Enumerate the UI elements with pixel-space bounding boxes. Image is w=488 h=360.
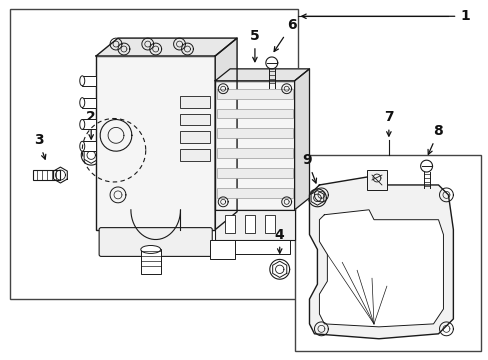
Bar <box>217 89 292 99</box>
Text: 5: 5 <box>249 29 259 62</box>
Bar <box>217 188 292 198</box>
Bar <box>210 239 235 260</box>
Ellipse shape <box>80 76 84 86</box>
Bar <box>180 131 210 143</box>
Bar <box>294 155 480 351</box>
Text: 8: 8 <box>427 124 443 154</box>
Bar <box>217 129 292 138</box>
Polygon shape <box>309 175 452 339</box>
Text: 1: 1 <box>301 9 469 23</box>
Bar <box>96 56 215 230</box>
Ellipse shape <box>80 120 84 129</box>
Polygon shape <box>319 210 443 327</box>
Bar <box>215 210 294 239</box>
Polygon shape <box>96 38 237 56</box>
Ellipse shape <box>80 141 84 151</box>
Bar <box>217 168 292 178</box>
Bar <box>220 239 289 255</box>
Text: 2: 2 <box>86 111 96 139</box>
Bar <box>82 76 96 86</box>
Text: 4: 4 <box>274 228 284 253</box>
Polygon shape <box>294 69 309 210</box>
Text: 9: 9 <box>302 153 316 183</box>
Ellipse shape <box>80 98 84 108</box>
Bar <box>217 109 292 118</box>
Text: 7: 7 <box>383 111 393 136</box>
Bar <box>82 141 96 151</box>
Bar <box>264 215 274 233</box>
Bar <box>180 149 210 161</box>
Bar <box>366 170 386 190</box>
Bar <box>180 96 210 108</box>
Polygon shape <box>215 69 309 81</box>
Bar <box>33 170 61 180</box>
Text: 6: 6 <box>274 18 296 51</box>
Polygon shape <box>215 38 237 230</box>
Bar <box>82 120 96 129</box>
Bar <box>224 215 235 233</box>
Bar <box>141 249 161 274</box>
Bar <box>10 9 297 299</box>
FancyBboxPatch shape <box>99 228 212 256</box>
Bar <box>180 113 210 125</box>
Bar <box>215 81 294 210</box>
Bar <box>217 148 292 158</box>
Ellipse shape <box>141 246 161 253</box>
Bar <box>82 98 96 108</box>
Text: 3: 3 <box>34 133 46 159</box>
Bar <box>244 215 254 233</box>
